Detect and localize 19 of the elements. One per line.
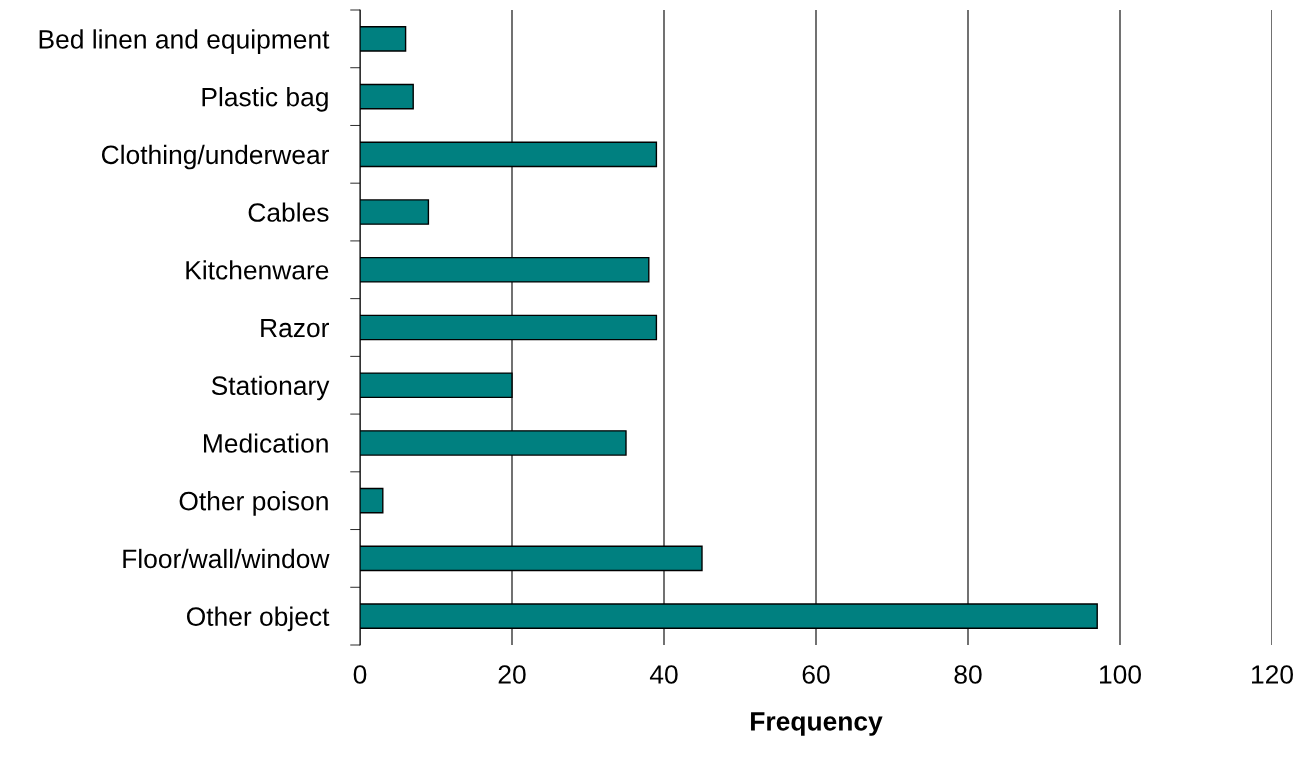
y-tick-label: Razor <box>261 318 330 338</box>
y-tick-label: Other poison <box>179 491 328 516</box>
y-tick-label: Stationary <box>211 375 330 401</box>
x-axis-title: Frequency <box>751 712 883 736</box>
y-tick-label: Cables <box>248 202 329 222</box>
x-tick-label: 60 <box>802 665 830 684</box>
y-tick-label: Floor/wall/window <box>123 548 330 569</box>
x-tick-label: 20 <box>498 665 526 684</box>
x-tick-label: 0 <box>353 665 367 684</box>
y-tick-label: Other object <box>186 606 330 632</box>
x-tick-label: 80 <box>954 665 982 684</box>
y-tick-label: Medication <box>204 433 328 453</box>
y-tick-label: Kitchenware <box>186 260 329 280</box>
x-tick-label: 40 <box>649 665 678 684</box>
y-tick-label: Bed linen and equipment <box>39 29 330 54</box>
x-tick-label: 100 <box>1100 665 1141 684</box>
y-tick-label: Clothing/underwear <box>101 144 330 170</box>
y-tick-label: Plastic bag <box>202 87 328 112</box>
x-tick-label: 120 <box>1252 665 1293 684</box>
